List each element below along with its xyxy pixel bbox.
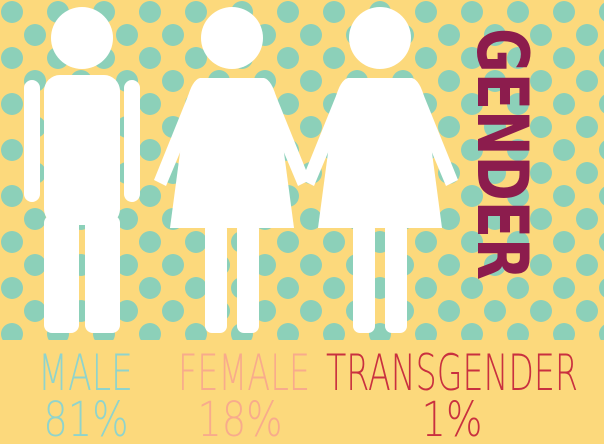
category-label: TRANSGENDER (326, 344, 578, 402)
value-label: 1% (422, 393, 483, 444)
figure (302, 7, 458, 333)
figure-head (51, 7, 113, 69)
figure-leg (385, 222, 407, 333)
figure-arm (262, 86, 310, 186)
figure-leg (205, 222, 227, 333)
figure-leg (85, 215, 120, 333)
figure-arm (410, 86, 458, 186)
figure-arm (154, 86, 202, 186)
figure-torso (44, 75, 120, 225)
figure-dress (318, 78, 442, 228)
figure-leg (353, 222, 375, 333)
figure-arm (24, 80, 40, 202)
figure-arm (302, 86, 350, 186)
category-label: MALE (38, 344, 133, 402)
value-label: 18% (197, 393, 282, 444)
value-label: 81% (43, 393, 128, 444)
figure-dress (170, 78, 294, 228)
chart-title: GENDER (461, 28, 543, 280)
figures (24, 7, 458, 333)
figure-head (201, 7, 263, 69)
figure-head (349, 7, 411, 69)
category-label: FEMALE (178, 344, 310, 402)
figure (154, 7, 310, 333)
figure (24, 7, 140, 333)
figure-leg (237, 222, 259, 333)
figure-arm (124, 80, 140, 202)
figure-leg (44, 215, 79, 333)
